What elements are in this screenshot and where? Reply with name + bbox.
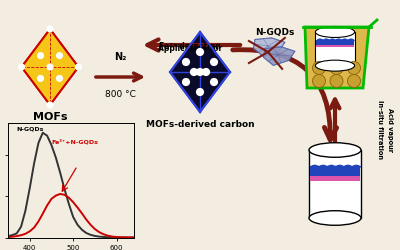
Circle shape — [47, 64, 53, 70]
Polygon shape — [305, 27, 369, 88]
Circle shape — [210, 78, 218, 86]
Circle shape — [312, 74, 326, 88]
Circle shape — [348, 62, 360, 74]
Text: Acid vapour: Acid vapour — [387, 108, 393, 152]
Circle shape — [190, 68, 198, 75]
Text: N-GQDs: N-GQDs — [17, 127, 44, 132]
Circle shape — [19, 64, 24, 70]
Ellipse shape — [309, 211, 361, 225]
Circle shape — [38, 53, 43, 59]
Text: Fe³⁺ detection: Fe³⁺ detection — [159, 42, 221, 51]
Text: MOFs: MOFs — [33, 112, 67, 122]
Polygon shape — [254, 38, 285, 56]
Circle shape — [348, 74, 360, 88]
Text: MOFs-derived carbon: MOFs-derived carbon — [146, 120, 254, 129]
Circle shape — [202, 68, 210, 75]
Text: In-situ filtration: In-situ filtration — [377, 100, 383, 160]
Bar — [310, 176, 360, 180]
Bar — [309, 150, 361, 218]
Text: N₂: N₂ — [114, 52, 126, 62]
Circle shape — [312, 62, 326, 74]
Polygon shape — [170, 32, 230, 112]
Circle shape — [57, 53, 62, 59]
Circle shape — [38, 76, 43, 81]
Circle shape — [197, 48, 204, 56]
Bar — [316, 40, 354, 45]
Bar — [310, 166, 360, 176]
Circle shape — [197, 68, 204, 75]
Polygon shape — [22, 29, 78, 105]
Circle shape — [47, 102, 53, 108]
Circle shape — [57, 76, 62, 81]
Text: N-GQDs: N-GQDs — [255, 28, 295, 37]
Circle shape — [210, 58, 218, 66]
Ellipse shape — [315, 26, 355, 38]
Bar — [315, 32, 354, 66]
Ellipse shape — [315, 60, 355, 71]
Circle shape — [182, 58, 190, 66]
Circle shape — [47, 26, 53, 32]
Ellipse shape — [309, 143, 361, 157]
Circle shape — [197, 88, 204, 96]
Circle shape — [76, 64, 81, 70]
Text: Fe³⁺+N-GQDs: Fe³⁺+N-GQDs — [52, 138, 98, 144]
Circle shape — [330, 62, 343, 74]
Text: Application for: Application for — [158, 44, 222, 53]
Text: 800 °C: 800 °C — [104, 90, 136, 99]
Polygon shape — [264, 47, 295, 66]
Bar — [316, 45, 354, 47]
Circle shape — [330, 74, 343, 88]
Circle shape — [182, 78, 190, 86]
